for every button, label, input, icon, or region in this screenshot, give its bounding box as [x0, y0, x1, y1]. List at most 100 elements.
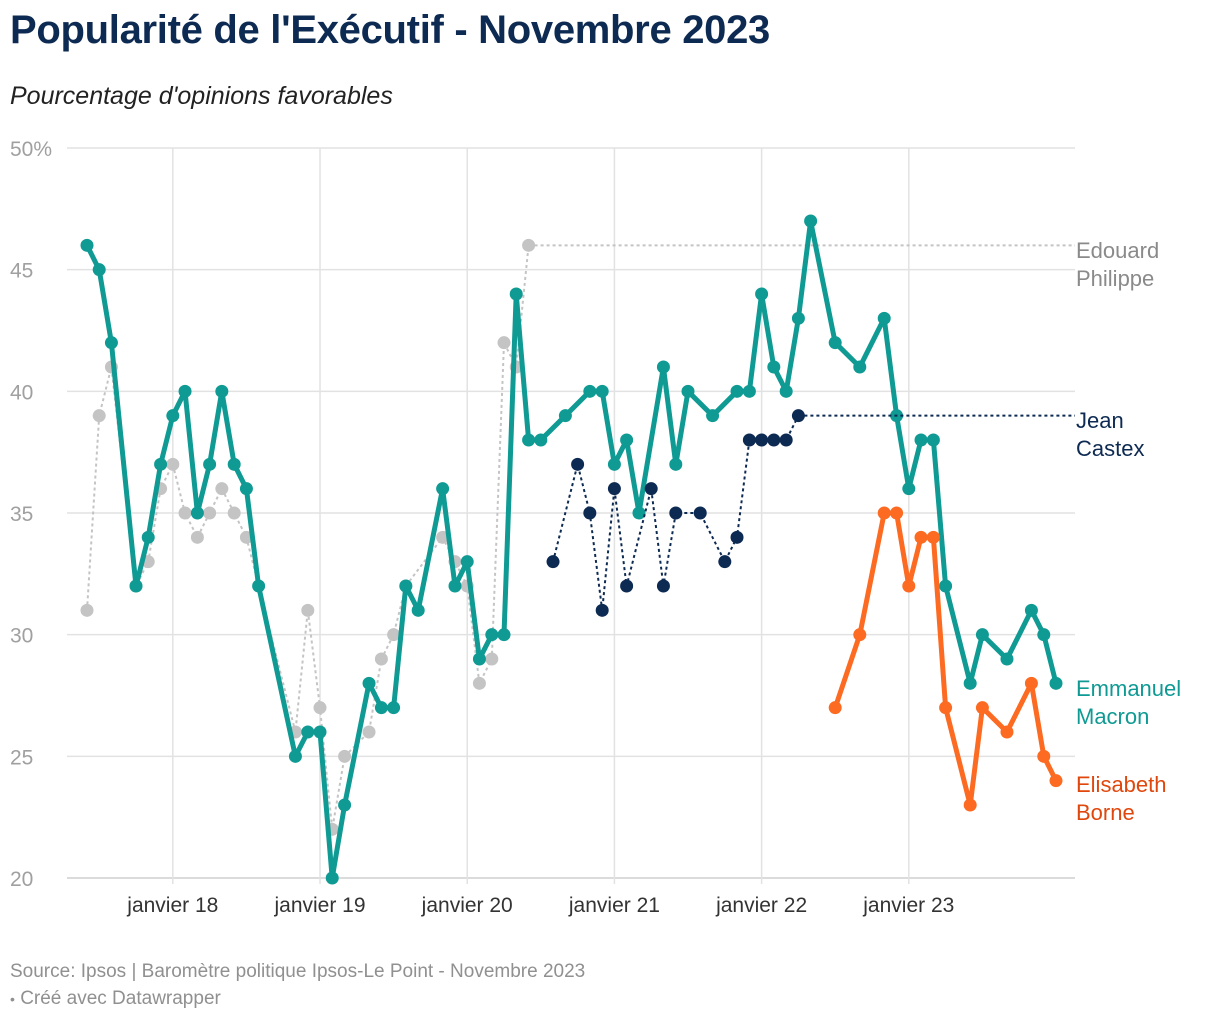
- data-point: [1037, 749, 1051, 763]
- data-point: [718, 555, 732, 569]
- data-point: [902, 579, 916, 593]
- x-tick-label: janvier 21: [568, 894, 660, 917]
- data-point: [215, 482, 229, 496]
- data-point: [926, 433, 940, 447]
- data-point: [362, 676, 376, 690]
- data-point: [227, 506, 241, 520]
- data-point: [534, 433, 548, 447]
- data-point: [1049, 774, 1063, 788]
- series-edouard-philippe: [80, 238, 1075, 836]
- data-point: [620, 579, 634, 593]
- data-point: [791, 311, 805, 325]
- credit-text: Créé avec Datawrapper: [20, 988, 221, 1009]
- data-point: [595, 384, 609, 398]
- data-point: [620, 433, 634, 447]
- series-line: [86, 245, 530, 830]
- data-point: [558, 409, 572, 423]
- data-point: [1000, 652, 1014, 666]
- data-point: [853, 628, 867, 642]
- credit-note: • Créé avec Datawrapper: [10, 988, 221, 1009]
- x-tick-label: janvier 18: [126, 894, 218, 917]
- data-point: [706, 409, 720, 423]
- data-point: [583, 384, 597, 398]
- data-point: [546, 555, 560, 569]
- data-point: [190, 530, 204, 544]
- y-tick-label: 45: [10, 260, 33, 283]
- data-point: [853, 360, 867, 374]
- y-tick-label: 35: [10, 503, 33, 526]
- data-point: [644, 482, 658, 496]
- data-point: [92, 263, 106, 277]
- data-point: [325, 871, 339, 885]
- series-line: [84, 218, 1059, 881]
- data-point: [485, 652, 499, 666]
- data-point: [877, 311, 891, 325]
- series-label-jean-castex: Jean Castex: [1076, 408, 1144, 461]
- data-point: [730, 530, 744, 544]
- data-point: [890, 506, 904, 520]
- data-point: [301, 603, 315, 617]
- data-point: [436, 482, 450, 496]
- data-point: [1024, 603, 1038, 617]
- data-point: [877, 506, 891, 520]
- data-point: [607, 457, 621, 471]
- series-label-line: Philippe: [1076, 266, 1154, 291]
- data-point: [166, 457, 180, 471]
- data-point: [963, 798, 977, 812]
- source-note: Source: Ipsos | Baromètre politique Ipso…: [10, 961, 586, 982]
- data-point: [767, 360, 781, 374]
- chart-title: Popularité de l'Exécutif - Novembre 2023: [10, 8, 770, 52]
- data-point: [669, 457, 683, 471]
- data-point: [656, 360, 670, 374]
- data-point: [190, 506, 204, 520]
- data-point: [448, 579, 462, 593]
- series-label-edouard-philippe: Edouard Philippe: [1076, 238, 1159, 291]
- data-point: [215, 384, 229, 398]
- data-point: [914, 433, 928, 447]
- data-point: [129, 579, 143, 593]
- data-point: [80, 238, 94, 252]
- data-point: [939, 579, 953, 593]
- data-point: [975, 701, 989, 715]
- data-point: [497, 628, 511, 642]
- data-point: [301, 725, 315, 739]
- series-label-emmanuel-macron: Emmanuel Macron: [1076, 676, 1181, 729]
- data-point: [460, 555, 474, 569]
- data-point: [828, 701, 842, 715]
- y-tick-label: 30: [10, 625, 33, 648]
- data-point: [742, 384, 756, 398]
- x-tick-label: janvier 23: [862, 894, 954, 917]
- data-point: [1000, 725, 1014, 739]
- data-point: [313, 701, 327, 715]
- data-point: [963, 676, 977, 690]
- x-axis-ticks: janvier 18 janvier 19 janvier 20 janvier 21…: [126, 894, 954, 917]
- series-label-line: Castex: [1076, 436, 1144, 461]
- data-point: [497, 336, 511, 350]
- data-point: [338, 798, 352, 812]
- series-emmanuel-macron: [80, 214, 1063, 885]
- data-point: [693, 506, 707, 520]
- data-point: [141, 530, 155, 544]
- data-point: [387, 628, 401, 642]
- data-point: [166, 409, 180, 423]
- y-tick-label: 50%: [10, 138, 52, 161]
- data-point: [411, 603, 425, 617]
- gridlines: [67, 147, 1075, 884]
- x-tick-label: janvier 22: [715, 894, 807, 917]
- data-point: [374, 652, 388, 666]
- data-point: [742, 433, 756, 447]
- data-point: [914, 530, 928, 544]
- x-tick-label: janvier 20: [421, 894, 513, 917]
- data-point: [80, 603, 94, 617]
- data-point: [755, 433, 769, 447]
- x-tick-label: janvier 19: [273, 894, 365, 917]
- data-point: [1049, 676, 1063, 690]
- series-label-line: Edouard: [1076, 238, 1159, 263]
- data-point: [681, 384, 695, 398]
- data-point: [338, 749, 352, 763]
- data-point: [178, 384, 192, 398]
- data-point: [791, 409, 805, 423]
- data-point: [1024, 676, 1038, 690]
- data-point: [313, 725, 327, 739]
